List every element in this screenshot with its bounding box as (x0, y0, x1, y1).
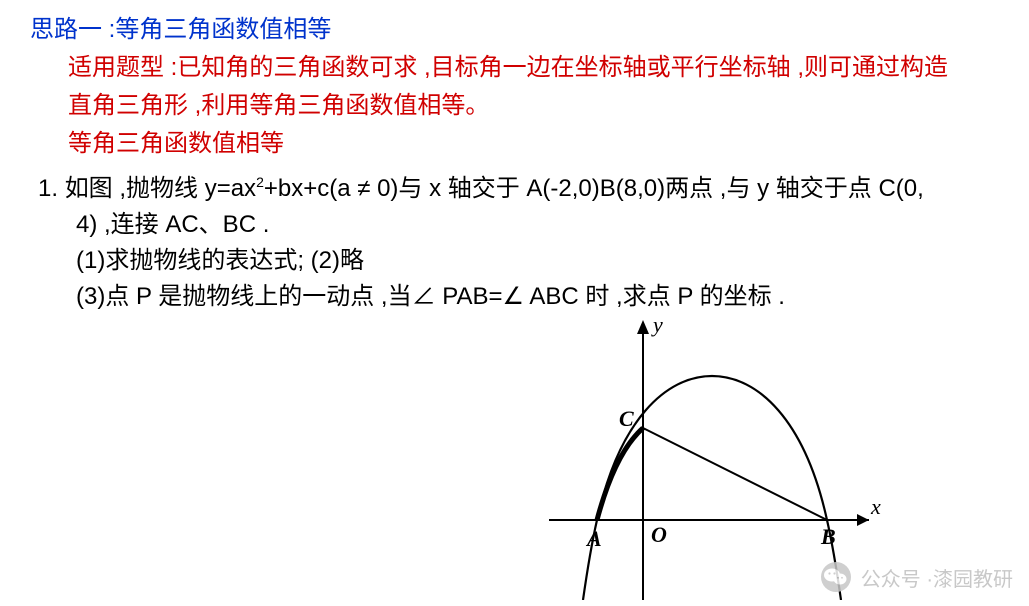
problem-sup: 2 (256, 174, 264, 190)
label-y: y (651, 312, 663, 337)
curve-thick-AC (597, 428, 643, 520)
label-B: B (820, 524, 836, 549)
applicable-line-2: 直角三角形 ,利用等角三角函数值相等。 (68, 88, 999, 124)
watermark-prefix: 公众号 · (861, 563, 933, 592)
x-axis-arrow (857, 514, 869, 526)
watermark-name: 漆园教研 (933, 563, 1013, 592)
problem-line-3: (1)求抛物线的表达式; (2)略 (76, 243, 999, 279)
parabola-graph: y x O A B C (509, 310, 889, 600)
y-axis-arrow (637, 320, 649, 334)
document-body: 思路一 :等角三角函数值相等 适用题型 :已知角的三角函数可求 ,目标角一边在坐… (0, 0, 1029, 315)
applicable-line-3: 等角三角函数值相等 (68, 126, 999, 162)
label-C: C (619, 406, 634, 431)
problem-l1a: 如图 ,抛物线 y=ax (65, 175, 256, 202)
graph-svg: y x O A B C (509, 310, 889, 600)
label-A: A (585, 526, 602, 551)
label-O: O (651, 522, 667, 547)
problem-l1b: +bx+c(a ≠ 0)与 x 轴交于 A(-2,0)B(8,0)两点 ,与 y… (264, 175, 924, 202)
wechat-icon (821, 562, 851, 592)
watermark: 公众号 · 漆园教研 (821, 562, 1013, 592)
problem-line-2: 4) ,连接 AC、BC . (76, 207, 999, 243)
label-x: x (870, 494, 881, 519)
strategy-title: 思路一 :等角三角函数值相等 (30, 12, 999, 48)
problem-line-1: 1. 如图 ,抛物线 y=ax2+bx+c(a ≠ 0)与 x 轴交于 A(-2… (38, 164, 999, 207)
problem-block: 1. 如图 ,抛物线 y=ax2+bx+c(a ≠ 0)与 x 轴交于 A(-2… (38, 164, 999, 315)
problem-number: 1. (38, 175, 65, 202)
applicable-line-1: 适用题型 :已知角的三角函数可求 ,目标角一边在坐标轴或平行坐标轴 ,则可通过构… (68, 50, 999, 86)
